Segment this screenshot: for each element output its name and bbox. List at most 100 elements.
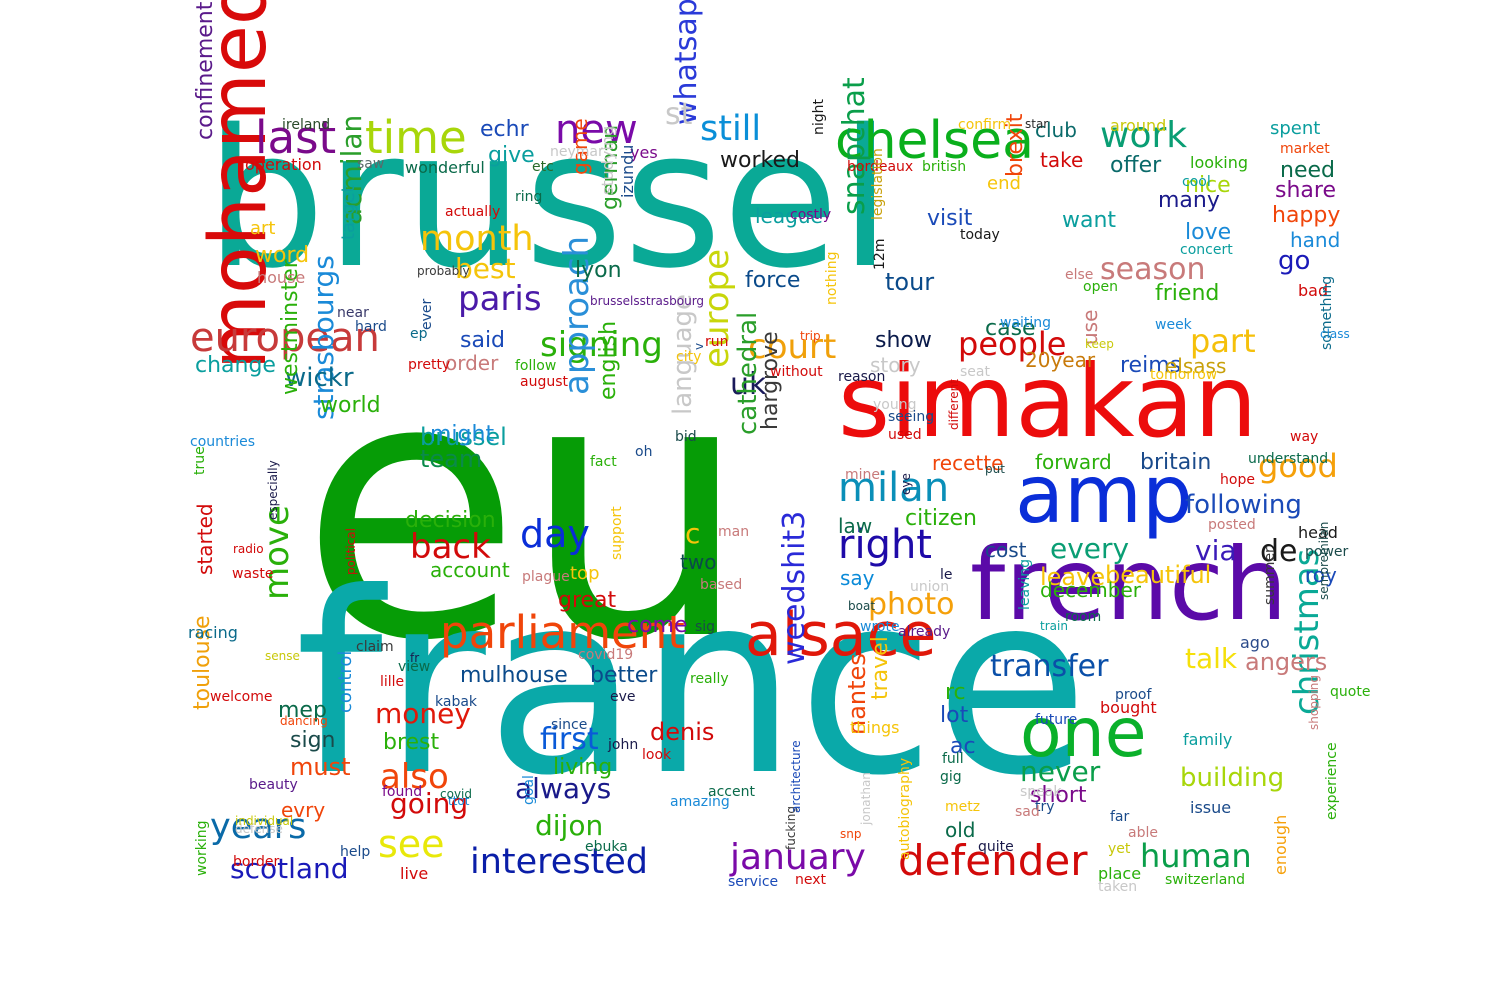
word-97: change (195, 353, 276, 378)
word-280: seat (960, 364, 990, 380)
word-145: wonderful (405, 158, 485, 177)
word-248: control (335, 650, 356, 713)
word-163: bordeaux (847, 159, 914, 175)
word-14: interested (470, 842, 649, 882)
word-59: talk (1185, 642, 1238, 675)
word-203: future (1035, 712, 1078, 728)
word-105: worked (720, 148, 800, 173)
word-284: put (985, 462, 1005, 476)
word-253: waste (232, 566, 274, 582)
word-194: experience (1324, 742, 1340, 820)
word-227: john (608, 737, 639, 753)
word-215: autobiography (897, 757, 913, 860)
word-33: day (520, 512, 590, 556)
word-218: snp (840, 827, 862, 841)
word-153: izundu (618, 144, 637, 198)
word-77: ac (950, 734, 976, 759)
word-101: lyon (575, 258, 622, 283)
word-258: countries (190, 434, 256, 450)
word-154: neymar (550, 144, 604, 160)
word-237: defense (235, 822, 283, 836)
word-106: league (755, 204, 823, 228)
word-109: visit (927, 206, 973, 231)
word-286: le (940, 567, 953, 583)
word-222: accent (708, 784, 755, 800)
word-98: said (460, 328, 506, 353)
word-206: try (1035, 799, 1055, 815)
word-1: eu (300, 300, 750, 719)
word-185: posted (1208, 517, 1256, 533)
word-243: beauty (249, 777, 298, 793)
word-273: trip (800, 329, 821, 343)
word-85: two (680, 550, 717, 574)
word-28: part (1190, 322, 1256, 360)
word-201: taken (1098, 879, 1138, 895)
word-48: scotland (230, 852, 349, 885)
word-142: word (255, 243, 310, 268)
word-16: milan (838, 465, 950, 511)
word-27: people (958, 325, 1067, 363)
word-209: metz (945, 799, 981, 815)
word-115: many (1158, 188, 1220, 213)
word-283: eye (899, 473, 913, 495)
word-220: architecture (789, 740, 803, 813)
word-178: week (1155, 317, 1192, 333)
word-160: around (1110, 116, 1167, 135)
word-212: quite (978, 839, 1014, 855)
word-175: bad (1298, 281, 1329, 300)
word-233: fr (410, 651, 420, 665)
word-156: saw (357, 156, 385, 172)
word-15: january (730, 837, 866, 878)
word-217: things (850, 718, 900, 737)
word-128: law (838, 514, 873, 538)
word-60: every (1050, 532, 1130, 565)
word-83: better (590, 663, 658, 688)
word-22: new (555, 107, 638, 153)
word-87: account (430, 558, 510, 582)
word-292: room (1065, 609, 1102, 625)
word-2: brussel (205, 89, 892, 310)
word-126: britain (1140, 450, 1212, 475)
word-65: short (1030, 783, 1087, 808)
word-5: french (970, 526, 1288, 643)
word-223: ebuka (585, 839, 628, 855)
word-132: roy (1305, 563, 1337, 587)
word-254: radio (233, 542, 264, 556)
word-166: cool (1182, 174, 1211, 190)
word-117: go (1278, 246, 1311, 276)
word-231: lille (380, 674, 405, 690)
word-181: tomorrow (1150, 367, 1218, 383)
word-25: signing (540, 325, 663, 365)
word-188: sempremilan (1317, 521, 1331, 600)
word-86: top (570, 563, 600, 584)
word-205: proof (1115, 687, 1152, 703)
word-162: star (1025, 117, 1049, 131)
word-88: decision (405, 508, 496, 533)
word-150: st (665, 97, 693, 132)
word-210: gig (940, 769, 962, 785)
word-158: spent (1270, 118, 1321, 139)
word-290: leaving (1017, 558, 1033, 610)
word-68: confinement (193, 1, 218, 140)
word-255: started (193, 503, 217, 575)
word-172: night (811, 98, 827, 135)
word-274: nothing (824, 251, 840, 305)
word-104: echr (480, 117, 529, 142)
word-242: individual (235, 814, 294, 828)
word-144: operation (245, 155, 322, 174)
word-127: citizen (905, 506, 977, 531)
word-78: lot (940, 703, 969, 728)
word-18: transfer (990, 649, 1109, 684)
word-4: simakan (838, 343, 1258, 460)
word-281: used (888, 427, 922, 443)
word-287: boat (848, 599, 876, 613)
word-193: family (1183, 730, 1233, 749)
word-271: city (676, 349, 702, 365)
word-168: today (960, 227, 1000, 243)
word-214: service (728, 874, 779, 890)
word-232: view (398, 659, 431, 675)
word-137: offer (1110, 153, 1162, 178)
word-45: money (375, 697, 471, 730)
word-263: based (700, 577, 743, 593)
word-256: especially (266, 460, 280, 520)
